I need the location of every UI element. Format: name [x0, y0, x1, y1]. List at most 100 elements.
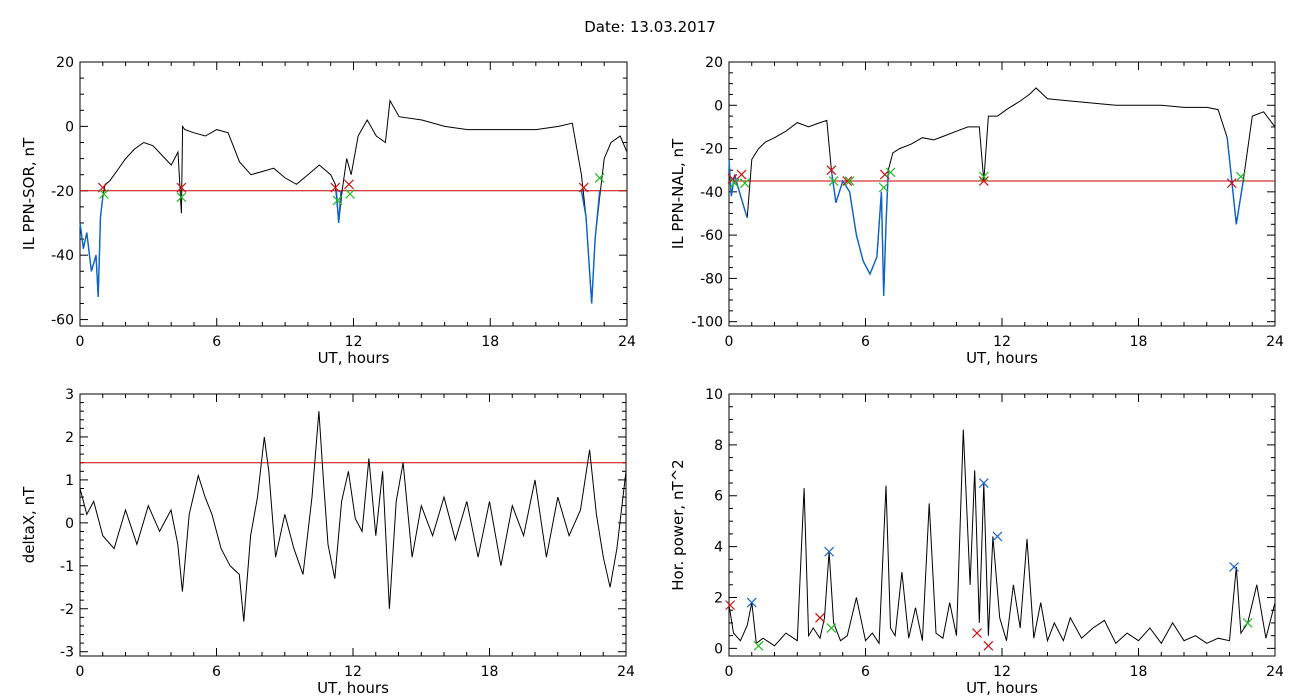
marker-stroke [828, 176, 839, 186]
marker-stroke [332, 195, 343, 206]
x-tick-label: 12 [344, 664, 362, 680]
y-tick-label: 2 [65, 430, 74, 446]
y-tick-label: 0 [65, 119, 74, 135]
y-tick-label: 0 [65, 516, 74, 532]
marker-stroke [725, 600, 736, 611]
red-x-marker [842, 176, 853, 186]
marker-stroke [594, 172, 605, 183]
marker-stroke [578, 182, 589, 193]
green-x-marker [594, 172, 605, 183]
x-tick-label: 18 [481, 334, 499, 350]
y-tick-label: -20 [700, 142, 723, 158]
red-x-marker [815, 612, 825, 623]
x-tick-label: 24 [617, 664, 635, 680]
highlight-segment-3 [580, 190, 601, 304]
red-x-marker [879, 169, 890, 180]
green-x-marker [826, 623, 837, 633]
marker-stroke [978, 171, 989, 182]
y-tick-label: 0 [714, 98, 723, 114]
green-x-marker [753, 640, 764, 651]
x-tick-label: 6 [212, 334, 221, 350]
series-line-1 [728, 429, 1276, 647]
marker-stroke [727, 173, 738, 184]
green-x-marker [978, 171, 989, 182]
y-tick-label: -3 [60, 645, 74, 661]
green-x-marker [345, 189, 356, 199]
marker-stroke [1229, 562, 1239, 572]
y-tick-label: -80 [700, 271, 723, 287]
y-axis-label: IL PPN-SOR, nT [20, 137, 38, 250]
marker-stroke [978, 176, 989, 186]
marker-stroke [746, 597, 757, 608]
x-tick-label: 18 [1130, 334, 1148, 350]
marker-stroke [1242, 618, 1253, 628]
green-x-marker [1242, 618, 1253, 628]
marker-stroke [176, 192, 187, 203]
marker-stroke [879, 169, 890, 180]
blue-x-marker [978, 478, 989, 488]
green-x-marker [99, 189, 109, 199]
green-x-marker [885, 167, 896, 178]
green-x-marker [729, 178, 740, 189]
x-tick-label: 0 [725, 664, 734, 680]
marker-stroke [885, 167, 896, 178]
highlight-segment-1 [79, 197, 104, 298]
x-tick-label: 0 [725, 334, 734, 350]
red-x-marker [736, 169, 747, 180]
blue-x-marker [746, 597, 757, 608]
x-tick-label: 6 [212, 664, 221, 680]
marker-stroke [815, 612, 825, 623]
red-x-marker [330, 182, 341, 193]
marker-stroke [842, 176, 853, 186]
y-tick-label: -2 [60, 602, 74, 618]
highlight-segment-1 [728, 159, 748, 219]
x-axis-label: UT, hours [966, 679, 1038, 697]
y-tick-label: 0 [714, 641, 723, 657]
red-x-marker [578, 182, 589, 193]
green-x-marker [332, 195, 343, 206]
marker-stroke [992, 531, 1003, 542]
y-axis-label: deltaX, nT [20, 486, 38, 563]
marker-stroke [1226, 178, 1237, 189]
x-tick-label: 12 [993, 334, 1011, 350]
x-tick-label: 0 [76, 334, 85, 350]
x-tick-label: 12 [993, 664, 1011, 680]
series-line-1 [728, 87, 1276, 296]
y-tick-label: 6 [714, 489, 723, 505]
x-tick-label: 18 [1130, 664, 1148, 680]
y-tick-label: 20 [705, 55, 723, 71]
green-x-marker [878, 182, 889, 193]
marker-stroke [844, 176, 855, 186]
marker-stroke [344, 179, 354, 190]
series-line-1 [79, 99, 628, 304]
y-tick-label: -60 [700, 228, 723, 244]
blue-x-marker [1229, 562, 1239, 572]
plot-frame [728, 61, 1276, 327]
y-tick-label: 3 [65, 387, 74, 403]
y-tick-label: -100 [691, 315, 723, 331]
marker-stroke [736, 169, 747, 180]
x-tick-label: 0 [76, 664, 85, 680]
plot-frame [728, 393, 1276, 657]
x-axis-label: UT, hours [318, 349, 390, 367]
red-x-marker [176, 182, 187, 193]
highlight-segment-2 [335, 190, 342, 224]
highlight-segment-2 [830, 170, 889, 296]
marker-stroke [826, 623, 837, 633]
y-tick-label: 4 [714, 540, 723, 556]
y-tick-label: -20 [51, 184, 74, 200]
y-tick-label: 10 [705, 387, 723, 403]
marker-stroke [753, 640, 764, 651]
y-tick-label: -40 [700, 185, 723, 201]
figure-title: Date: 13.03.2017 [584, 18, 716, 36]
y-tick-label: 1 [65, 473, 74, 489]
green-x-marker [844, 176, 855, 186]
y-tick-label: -60 [51, 313, 74, 329]
x-axis-label: UT, hours [317, 679, 389, 697]
y-tick-label: -1 [60, 559, 74, 575]
green-x-marker [740, 178, 750, 189]
x-tick-label: 18 [481, 664, 499, 680]
blue-x-marker [824, 546, 835, 557]
